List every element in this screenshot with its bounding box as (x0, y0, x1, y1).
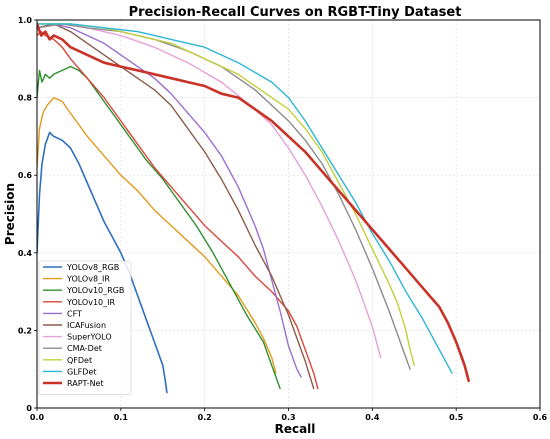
legend-entry-label: YOLOv8_RGB (66, 263, 119, 272)
series-line-yolov10-rgb (37, 65, 281, 390)
series-line-cma-det (37, 23, 411, 370)
x-tick-label: 0.1 (114, 413, 129, 422)
x-tick-label: 0.3 (281, 413, 295, 422)
x-tick-label: 0.6 (533, 413, 548, 422)
series-line-yolov10-ir (37, 30, 319, 390)
series-line-superyolo (37, 23, 382, 359)
y-tick-label: 0.8 (18, 94, 33, 103)
legend-entry-label: YOLOv10_RGB (66, 286, 124, 295)
x-tick-label: 0.2 (198, 413, 212, 422)
y-tick-label: 0.6 (18, 171, 33, 180)
legend-entry-label: GLFDet (67, 367, 96, 376)
x-axis-ticks: 0.0 0.1 0.2 0.3 0.4 0.5 0.6 (30, 408, 548, 422)
legend: YOLOv8_RGB YOLOv8_IR YOLOv10_RGB YOLOv10_IR… (38, 260, 132, 395)
x-tick-label: 0.0 (30, 413, 45, 422)
series-line-yolov8-rgb (37, 131, 168, 394)
y-tick-label: 0 (26, 404, 32, 413)
legend-box (38, 260, 132, 395)
series-line-glfdet (37, 23, 453, 374)
series-line-yolov8-ir (37, 96, 277, 374)
legend-entry-label: CFT (67, 309, 82, 318)
legend-entry-label: QFDet (67, 356, 92, 365)
legend-entry-label: ICAFusion (67, 321, 106, 330)
y-tick-label: 1.0 (18, 16, 33, 25)
legend-entry-label: CMA-Det (67, 344, 102, 353)
series-line-icafusion (37, 23, 315, 390)
y-axis-ticks: 0 0.2 0.4 0.6 0.8 1.0 (18, 16, 37, 413)
legend-entry-label: RAPT-Net (67, 379, 104, 388)
y-tick-label: 0.2 (18, 326, 32, 335)
x-axis-label: Recall (275, 422, 316, 436)
series-line-rapt-net (37, 22, 470, 383)
x-tick-label: 0.5 (449, 413, 464, 422)
x-tick-label: 0.4 (365, 413, 380, 422)
series-lines (37, 22, 470, 394)
series-line-qfdet (37, 23, 415, 366)
legend-entry-label: YOLOv10_IR (66, 298, 115, 307)
y-tick-label: 0.4 (18, 249, 33, 258)
series-line-cft (37, 23, 302, 378)
chart-title: Precision-Recall Curves on RGBT-Tiny Dat… (129, 5, 462, 20)
legend-entry-label: YOLOv8_IR (66, 275, 110, 284)
y-axis-label: Precision (3, 183, 17, 245)
legend-entry-label: SuperYOLO (67, 333, 112, 342)
